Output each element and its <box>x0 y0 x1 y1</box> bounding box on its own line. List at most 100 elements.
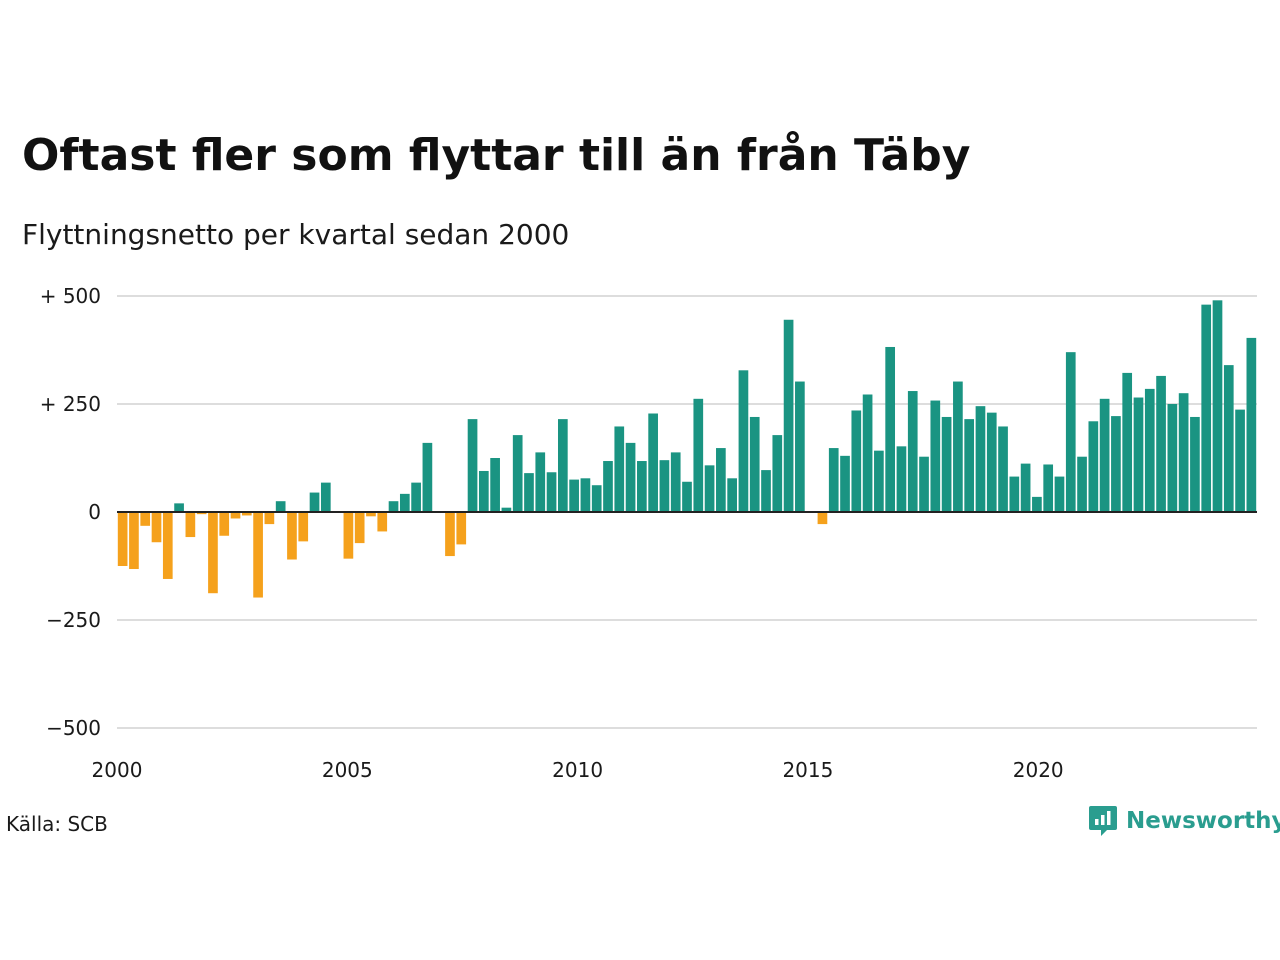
x-axis-ticks: 2000 2005 2010 2015 2020 <box>92 758 1064 782</box>
bar <box>738 370 749 512</box>
bar <box>1020 463 1031 512</box>
bar <box>1099 398 1110 512</box>
bar <box>241 512 252 516</box>
bar <box>275 501 286 512</box>
bar <box>151 512 162 543</box>
y-axis-ticks: + 500 + 250 0 −250 −500 <box>40 284 101 740</box>
bar <box>445 512 455 557</box>
bar <box>535 452 546 512</box>
bar <box>287 512 297 560</box>
bar <box>320 482 331 512</box>
bar <box>1043 464 1054 512</box>
bar <box>1178 393 1189 512</box>
bar <box>478 470 489 512</box>
bar <box>411 482 421 512</box>
bar <box>162 512 173 579</box>
y-tick-label: −250 <box>46 608 101 632</box>
bar <box>716 448 726 512</box>
bar <box>637 461 647 512</box>
bar <box>569 479 579 512</box>
bar <box>919 456 929 512</box>
bar <box>264 512 275 525</box>
bar <box>1212 300 1223 512</box>
bar <box>874 450 884 512</box>
bar <box>783 319 794 512</box>
bar <box>1246 337 1257 512</box>
source-label: Källa: SCB <box>6 812 108 836</box>
bar <box>1065 352 1076 512</box>
bar <box>546 472 557 512</box>
bar <box>456 512 467 545</box>
newsworthy-logo: Newsworthy <box>1088 804 1280 838</box>
bar <box>727 478 737 512</box>
bar <box>343 512 354 559</box>
bar <box>693 398 704 512</box>
bar <box>670 452 681 512</box>
y-tick-label: + 250 <box>40 392 101 416</box>
bar <box>501 507 512 512</box>
bar <box>648 413 658 512</box>
bar <box>1009 476 1020 512</box>
bar <box>659 460 670 512</box>
bar <box>1122 372 1133 512</box>
bar <box>1054 476 1065 512</box>
x-tick-label: 2005 <box>322 758 373 782</box>
chart-subtitle: Flyttningsnetto per kvartal sedan 2000 <box>22 218 570 251</box>
bar <box>998 426 1008 512</box>
bar <box>851 410 862 512</box>
bar <box>388 501 399 512</box>
bar <box>1190 416 1200 512</box>
bar <box>1223 365 1234 512</box>
bar <box>230 512 241 519</box>
bar <box>140 512 151 526</box>
bar <box>354 512 365 544</box>
bar <box>298 512 309 542</box>
bar <box>817 512 828 525</box>
bar <box>309 492 320 512</box>
bar <box>591 485 602 512</box>
bar <box>208 512 218 594</box>
bar <box>1235 409 1245 512</box>
bar <box>512 435 523 512</box>
x-tick-label: 2010 <box>552 758 603 782</box>
bar <box>1032 496 1042 512</box>
bar <box>907 391 918 512</box>
x-tick-label: 2000 <box>92 758 143 782</box>
bar <box>986 412 997 512</box>
bar <box>761 470 771 512</box>
bar <box>467 419 478 512</box>
bar <box>1144 388 1155 512</box>
bar <box>129 512 139 570</box>
bar <box>174 503 184 512</box>
y-tick-label: −500 <box>46 716 101 740</box>
bar <box>1167 404 1178 512</box>
bar <box>366 512 376 517</box>
bar <box>557 419 568 512</box>
bar <box>196 512 207 515</box>
bar <box>953 381 963 512</box>
bar <box>625 442 636 512</box>
bar <box>1201 304 1212 512</box>
bar <box>941 416 952 512</box>
bar <box>682 481 692 512</box>
bar <box>896 446 907 512</box>
bar <box>1156 375 1166 512</box>
bar <box>377 512 388 532</box>
bar-chart: + 500 + 250 0 −250 −500 2000 2005 2010 2015 2020 <box>40 284 1257 782</box>
bar <box>253 512 263 598</box>
bar <box>1077 456 1087 512</box>
bar <box>603 461 613 512</box>
bar <box>580 478 591 512</box>
chart-title: Oftast fler som flyttar till än från Täb… <box>22 130 971 181</box>
y-tick-label: + 500 <box>40 284 101 308</box>
bar <box>219 512 230 536</box>
y-tick-label: 0 <box>88 500 101 524</box>
bar <box>399 493 410 512</box>
brand-name: Newsworthy <box>1126 808 1280 834</box>
bar <box>885 346 896 512</box>
bar <box>749 416 760 512</box>
bar <box>1111 416 1121 512</box>
bar <box>1088 421 1099 512</box>
bar <box>1133 397 1144 512</box>
bar <box>840 455 850 512</box>
